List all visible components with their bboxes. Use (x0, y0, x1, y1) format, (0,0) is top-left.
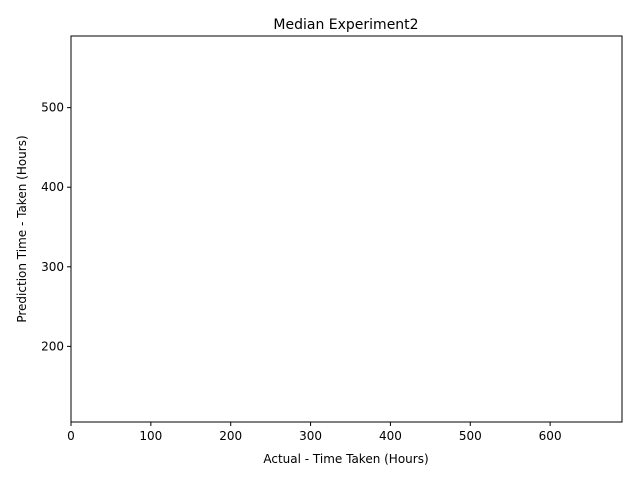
chart-title: Median Experiment2 (273, 17, 418, 33)
x-tick-label: 100 (139, 429, 162, 443)
x-tick-label: 0 (67, 429, 75, 443)
x-tick-label: 500 (459, 429, 482, 443)
y-tick-label: 200 (41, 339, 64, 353)
y-axis-label: Prediction Time - Taken (Hours) (15, 135, 29, 322)
x-axis-ticks: 0 100 200 300 400 500 600 (67, 422, 562, 443)
y-tick-label: 400 (41, 180, 64, 194)
y-tick-label: 500 (41, 101, 64, 115)
x-tick-label: 200 (219, 429, 242, 443)
x-tick-label: 600 (539, 429, 562, 443)
x-tick-label: 300 (299, 429, 322, 443)
x-tick-label: 400 (379, 429, 402, 443)
y-tick-label: 300 (41, 260, 64, 274)
y-axis-ticks: 200 300 400 500 (41, 101, 71, 353)
x-axis-label: Actual - Time Taken (Hours) (263, 452, 428, 466)
plot-frame (70, 35, 623, 423)
